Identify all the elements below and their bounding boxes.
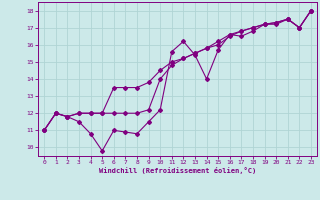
X-axis label: Windchill (Refroidissement éolien,°C): Windchill (Refroidissement éolien,°C) [99, 167, 256, 174]
